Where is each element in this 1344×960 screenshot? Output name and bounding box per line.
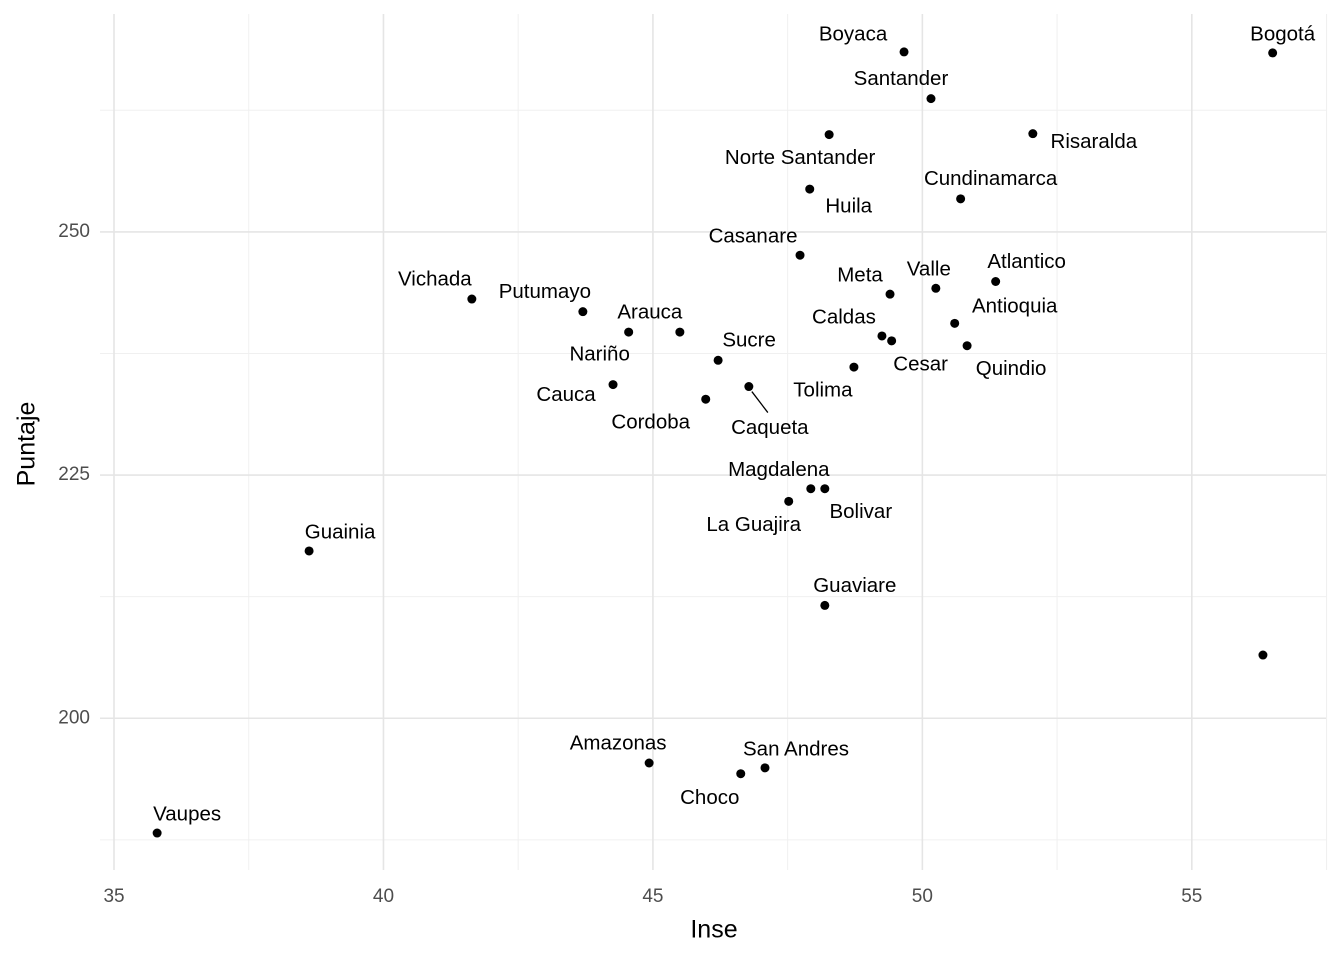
point-label: Antioquia [972, 295, 1058, 318]
point [304, 546, 314, 556]
point [784, 496, 794, 506]
point [760, 763, 770, 773]
y-axis-title: Puntaje [13, 402, 41, 487]
point-label: Cesar [893, 352, 948, 375]
point-label: Cundinamarca [924, 167, 1058, 190]
x-tick-label: 45 [642, 886, 663, 907]
point-label: Nariño [569, 343, 629, 366]
point [805, 184, 815, 194]
point-label: Guainia [305, 520, 376, 543]
point-label: Tolima [793, 379, 853, 402]
point [1028, 129, 1038, 139]
point [675, 327, 685, 337]
point-label: Arauca [617, 301, 683, 324]
point [644, 758, 654, 768]
point-label: Cauca [536, 383, 596, 406]
point-label: Putumayo [499, 280, 591, 303]
x-tick-label: 55 [1181, 886, 1202, 907]
point [1268, 48, 1278, 58]
point [608, 380, 618, 390]
point [956, 194, 966, 204]
point-label: Caldas [812, 305, 876, 328]
point-label: Guaviare [813, 574, 896, 597]
point [152, 828, 162, 838]
point-label: Amazonas [570, 731, 667, 754]
x-tick-label: 35 [103, 886, 124, 907]
point [887, 336, 897, 346]
point-label: Boyaca [819, 22, 888, 45]
point [849, 362, 859, 372]
point [899, 47, 909, 57]
point-label: Quindio [976, 357, 1047, 380]
point [795, 250, 805, 260]
point-label: Bogotá [1250, 22, 1316, 45]
point [962, 341, 972, 351]
point-label: Huila [825, 195, 872, 218]
point-label: Vichada [398, 267, 472, 290]
y-tick-label: 200 [58, 707, 90, 728]
point-label: Santander [854, 67, 949, 90]
grid [100, 14, 1328, 870]
x-tick-label: 50 [912, 886, 933, 907]
point-label: Vaupes [153, 802, 221, 825]
point-label: Sucre [722, 329, 776, 352]
point [806, 484, 816, 494]
point-label: Caqueta [731, 416, 809, 439]
point [877, 331, 887, 341]
point-label: Choco [680, 786, 739, 809]
point [950, 318, 960, 328]
point [713, 355, 723, 365]
point-label: San Andres [743, 737, 849, 760]
point-label: Bolivar [829, 500, 892, 523]
point-label: Meta [837, 264, 883, 287]
point-label: Cordoba [611, 411, 690, 434]
point [820, 600, 830, 610]
point [885, 289, 895, 299]
point [824, 130, 834, 140]
point-label: Risaralda [1051, 130, 1138, 153]
point [991, 277, 1001, 286]
point [931, 283, 941, 293]
point [926, 94, 936, 104]
point [467, 294, 477, 304]
x-tick-label: 40 [373, 886, 394, 907]
x-axis-title: Inse [690, 916, 737, 944]
point [624, 327, 634, 337]
point [701, 394, 711, 404]
point [744, 382, 754, 392]
point [1258, 650, 1268, 660]
point-label: Magdalena [728, 458, 830, 481]
point-label: Casanare [709, 225, 798, 248]
point-label: Norte Santander [725, 146, 876, 169]
label-leader [751, 391, 769, 413]
point-label: La Guajira [706, 513, 801, 536]
y-tick-label: 225 [58, 464, 90, 485]
point-label: Atlantico [987, 250, 1066, 273]
point [820, 484, 830, 494]
point [578, 307, 588, 317]
y-tick-label: 250 [58, 221, 90, 242]
point-label: Valle [907, 258, 951, 281]
point [736, 769, 746, 779]
